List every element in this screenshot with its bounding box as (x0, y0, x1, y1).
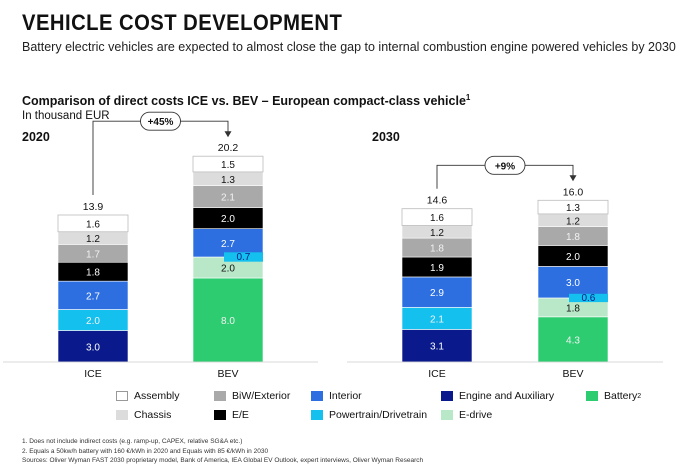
data-label-2020-ice-e-e: 1.8 (86, 268, 100, 279)
legend-item-interior: Interior (311, 390, 362, 402)
total-label-2020-bev: 20.2 (218, 142, 239, 154)
bar-2020-bev-battery (192, 277, 264, 363)
legend-swatch-interior (311, 391, 323, 401)
legend-label-biw-exterior: BiW/Exterior (232, 390, 291, 402)
legend-label-interior: Interior (329, 390, 362, 402)
data-label-2020-ice-assembly: 1.6 (86, 219, 100, 230)
unit-label: In thousand EUR (22, 110, 110, 122)
bar-2030-bev-callout-powertrain-drivetrain (569, 293, 608, 303)
category-label-2030-ice: ICE (428, 368, 446, 380)
data-label-2030-bev-chassis: 1.2 (566, 216, 580, 227)
data-label-2020-ice-powertrain-drivetrain: 2.0 (86, 316, 100, 327)
category-label-2020-bev: BEV (217, 368, 238, 380)
chart-title-text: Comparison of direct costs ICE vs. BEV –… (22, 94, 466, 109)
legend-swatch-chassis (116, 410, 128, 420)
legend-swatch-powertrain-drivetrain (311, 410, 323, 420)
data-label-2030-bev-e-drive: 1.8 (566, 303, 580, 314)
data-label-2030-ice-e-e: 1.9 (430, 263, 444, 274)
legend-swatch-engine-and-auxiliary (441, 391, 453, 401)
legend-item-e-e: E/E (214, 409, 249, 421)
delta-label-2030: +9% (495, 161, 515, 172)
legend-swatch-assembly (116, 391, 128, 401)
bar-2020-bev-assembly (192, 155, 264, 173)
legend-footnote-mark: 2 (637, 392, 642, 400)
legend-item-assembly: Assembly (116, 390, 180, 402)
data-label-2020-bev-battery: 8.0 (221, 316, 235, 327)
data-label-2020-bev-biw-exterior: 2.1 (221, 193, 235, 204)
footnotes: 1. Does not include indirect costs (e.g.… (22, 437, 423, 466)
bar-2020-ice-assembly (57, 214, 129, 233)
data-label-2020-ice-interior: 2.7 (86, 291, 100, 302)
legend-label-powertrain-drivetrain: Powertrain/Drivetrain (329, 409, 428, 421)
data-label-2030-bev-callout: 0.6 (581, 293, 595, 304)
legend-item-chassis: Chassis (116, 409, 171, 421)
legend-label-e-drive: E-drive (459, 409, 493, 421)
data-label-2030-bev-assembly: 1.3 (566, 203, 580, 214)
legend: Assembly BiW/Exterior Interior Engine and A… (116, 390, 676, 426)
chart-title-footnote-mark: 1 (465, 93, 471, 102)
data-label-2020-bev-assembly: 1.5 (221, 160, 235, 171)
cost-chart: 3.0 2.0 2.7 1.8 1.7 1.2 1.6 13.9 ICE 8.0 2.0 2.7 2.0… (3, 111, 663, 380)
legend-label-engine-and-auxiliary: Engine and Auxiliary (459, 390, 555, 402)
data-label-2020-bev-e-drive: 2.0 (221, 264, 235, 275)
page-title: VEHICLE COST DEVELOPMENT (22, 10, 343, 35)
delta-arrowhead-2030 (569, 175, 577, 182)
total-label-2030-bev: 16.0 (563, 186, 584, 198)
data-label-2020-bev-e-e: 2.0 (221, 214, 235, 225)
data-label-2030-bev-battery: 4.3 (566, 335, 580, 346)
data-label-2030-ice-powertrain-drivetrain: 2.1 (430, 314, 444, 325)
page-subtitle: Battery electric vehicles are expected t… (22, 40, 676, 54)
delta-badge-2030 (484, 155, 526, 175)
data-label-2030-ice-engine-and-auxiliary: 3.1 (430, 342, 444, 353)
data-label-2030-bev-biw-exterior: 1.8 (566, 232, 580, 243)
legend-item-engine-and-auxiliary: Engine and Auxiliary (441, 390, 554, 402)
legend-label-chassis: Chassis (134, 409, 172, 421)
legend-item-battery: Battery 2 (586, 390, 641, 402)
category-label-2030-bev: BEV (562, 368, 583, 380)
bar-2020-bev-callout-powertrain-drivetrain (224, 252, 263, 262)
total-label-2030-ice: 14.6 (427, 195, 448, 207)
delta-label-2020: +45% (148, 117, 174, 128)
data-label-2030-bev-e-e: 2.0 (566, 252, 580, 263)
chart-title: Comparison of direct costs ICE vs. BEV –… (22, 93, 470, 108)
legend-item-e-drive: E-drive (441, 409, 492, 421)
data-label-2030-ice-biw-exterior: 1.8 (430, 244, 444, 255)
data-label-2030-ice-assembly: 1.6 (430, 213, 444, 224)
legend-item-biw-exterior: BiW/Exterior (214, 390, 290, 402)
bar-2030-bev-assembly (537, 199, 609, 215)
data-label-2020-ice-biw-exterior: 1.7 (86, 249, 100, 260)
bar-2030-bev-interior (537, 266, 609, 299)
bar-2030-ice-assembly (401, 208, 473, 226)
legend-item-powertrain-drivetrain: Powertrain/Drivetrain (311, 409, 427, 421)
bar-2030-ice-interior (401, 276, 473, 308)
legend-swatch-e-e (214, 410, 226, 420)
delta-badge-2020 (140, 111, 181, 131)
data-label-2030-bev-interior: 3.0 (566, 278, 580, 289)
legend-label-assembly: Assembly (134, 390, 180, 402)
data-label-2020-ice-chassis: 1.2 (86, 234, 100, 245)
data-label-2030-ice-interior: 2.9 (430, 288, 444, 299)
legend-label-battery: Battery (604, 390, 638, 402)
delta-arrowhead-2020 (224, 131, 232, 138)
data-label-2020-bev-callout: 0.7 (236, 252, 250, 263)
year-label-2020: 2020 (22, 130, 50, 144)
year-label-2030: 2030 (372, 130, 400, 144)
data-label-2020-bev-interior: 2.7 (221, 239, 235, 250)
footnote-1: 1. Does not include indirect costs (e.g.… (22, 438, 243, 445)
legend-swatch-biw-exterior (214, 391, 226, 401)
category-label-2020-ice: ICE (84, 368, 102, 380)
data-label-2020-bev-chassis: 1.3 (221, 175, 235, 186)
footnote-2: 2. Equals a 50kw/h battery with 160 €/kW… (22, 447, 269, 455)
data-label-2020-ice-engine-and-auxiliary: 3.0 (86, 342, 100, 353)
footnote-sources: Sources: Oliver Wyman FAST 2030 propriet… (22, 457, 424, 464)
total-label-2020-ice: 13.9 (83, 201, 104, 213)
legend-label-e-e: E/E (232, 409, 249, 421)
bar-2020-ice-engine-and-auxiliary (57, 330, 129, 363)
legend-swatch-battery (586, 391, 598, 401)
legend-swatch-e-drive (441, 410, 453, 420)
data-label-2030-ice-chassis: 1.2 (430, 228, 444, 239)
